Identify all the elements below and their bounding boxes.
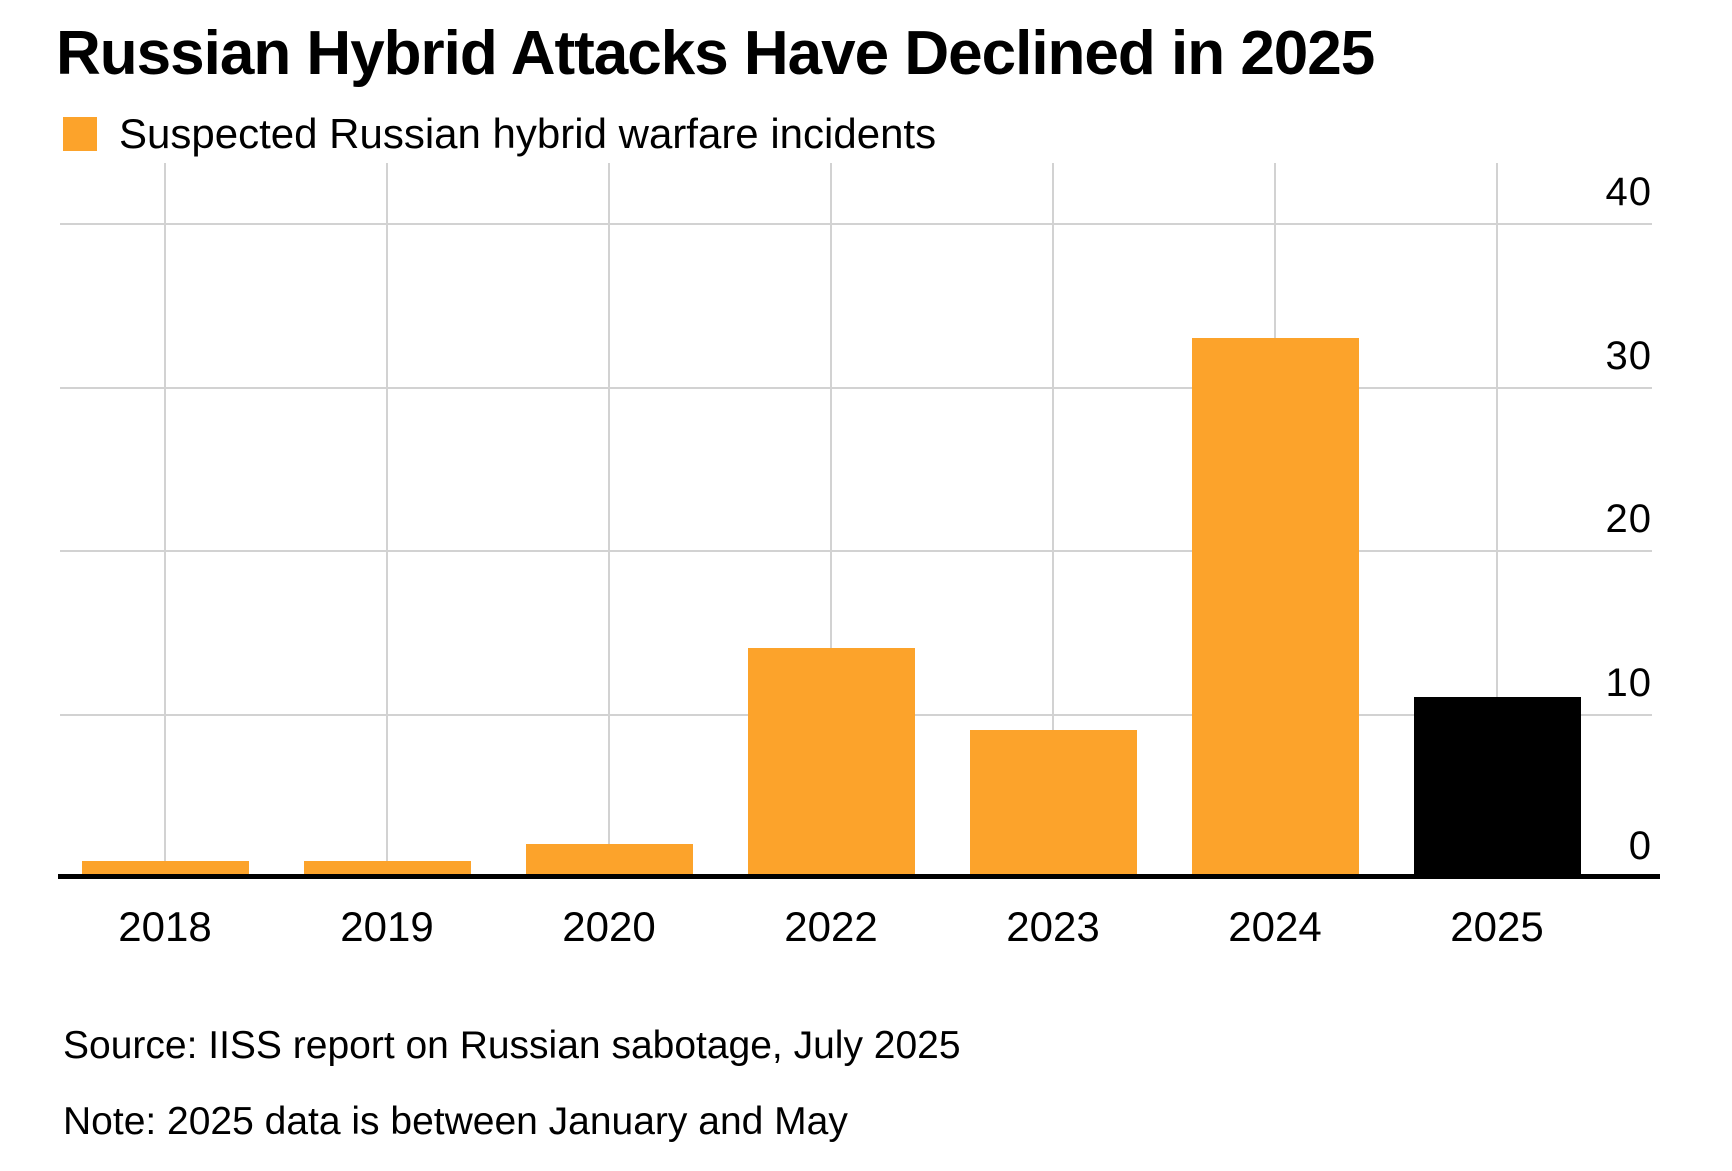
legend-swatch-icon	[63, 117, 97, 151]
bar-2019	[303, 860, 471, 877]
x-tick-label-2024: 2024	[1228, 903, 1322, 950]
note-text: Note: 2025 data is between January and M…	[63, 1100, 848, 1143]
legend-label: Suspected Russian hybrid warfare inciden…	[119, 110, 937, 157]
chart-title: Russian Hybrid Attacks Have Declined in …	[56, 19, 1375, 88]
y-tick-label-20: 20	[1605, 497, 1652, 542]
legend: Suspected Russian hybrid warfare inciden…	[63, 110, 936, 157]
bar-2023	[969, 729, 1137, 877]
gridline-x-2022	[830, 163, 832, 877]
x-tick-label-2022: 2022	[784, 903, 878, 950]
gridline-x-2025	[1496, 163, 1498, 877]
bar-2022	[747, 648, 915, 877]
gridline-x-2023	[1052, 163, 1054, 877]
x-tick-label-2020: 2020	[562, 903, 656, 950]
gridline-x-2018	[164, 163, 166, 877]
y-tick-label-0: 0	[1628, 824, 1652, 868]
x-tick-label-2023: 2023	[1006, 903, 1100, 950]
gridline-y-40	[60, 223, 1652, 226]
bar-2020	[525, 844, 693, 877]
gridline-y-20	[60, 550, 1652, 553]
bar-2024	[1191, 337, 1359, 877]
bar-2025	[1413, 697, 1581, 877]
gridline-x-2020	[608, 163, 610, 877]
x-tick-label-2019: 2019	[340, 903, 434, 950]
y-tick-label-40: 40	[1605, 170, 1652, 215]
bar-2018	[81, 860, 249, 877]
plot-area: 0 10 20 30 40 2018 2019 2020 2022 2023 2024 2025	[58, 163, 1660, 950]
x-tick-label-2025: 2025	[1450, 903, 1544, 950]
x-tick-label-2018: 2018	[118, 903, 212, 950]
source-text: Source: IISS report on Russian sabotage,…	[63, 1024, 961, 1067]
gridline-y-30	[60, 386, 1652, 389]
y-tick-label-10: 10	[1605, 660, 1652, 705]
y-tick-label-30: 30	[1605, 333, 1652, 378]
x-axis-line	[58, 874, 1660, 879]
gridline-x-2019	[386, 163, 388, 877]
